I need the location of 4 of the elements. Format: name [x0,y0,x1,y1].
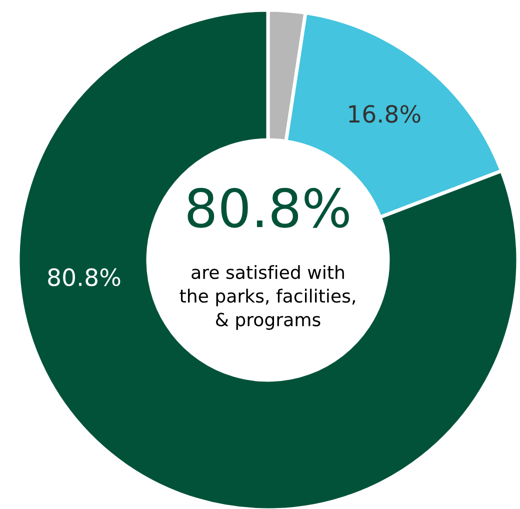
text: are satisfied with the parks, facilities, & programs [180,265,355,330]
data-label: 16.8% [349,104,420,123]
text: 80.8% [188,188,349,228]
data-label: 80.8% [48,268,120,286]
